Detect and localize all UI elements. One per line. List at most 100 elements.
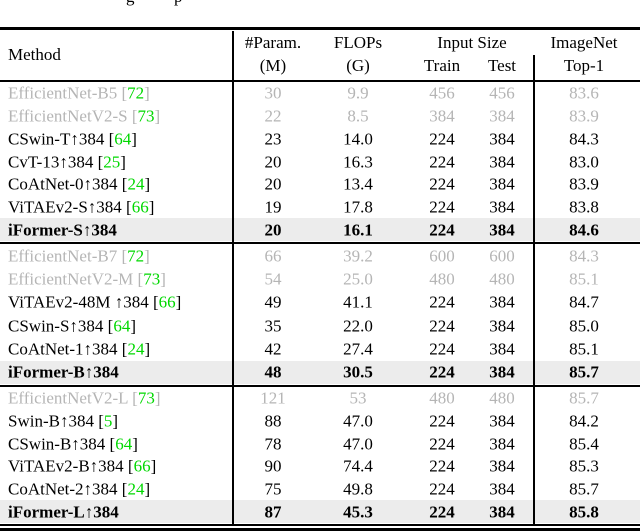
citation-bracket-open: [ — [117, 174, 128, 194]
method-cell: EfficientNetV2-L [73] — [8, 390, 161, 407]
citation-bracket-open: [ — [148, 292, 159, 312]
method-cell: EfficientNet-B5 [72] — [8, 85, 150, 102]
citation-number: 73 — [143, 269, 161, 289]
method-name: EfficientNetV2-L — [8, 388, 128, 408]
test-cell: 384 — [489, 152, 515, 172]
table-row: ViTAEv2-S↑384 [66] 19 17.8 224 384 83.8 — [0, 196, 640, 219]
param-cell: 90 — [264, 456, 282, 476]
table-row: EfficientNet-B7 [72] 66 39.2 600 600 84.3 — [0, 244, 640, 267]
flops-cell: 9.9 — [347, 83, 369, 103]
header-flops: FLOPs — [333, 33, 383, 52]
top1-cell: 84.3 — [569, 129, 599, 149]
table-section: EfficientNet-B7 [72] 66 39.2 600 600 84.3 Effi… — [0, 244, 640, 384]
param-cell: 30 — [264, 83, 282, 103]
method-cell: CoAtNet-2↑384 [24] — [8, 481, 150, 498]
method-name: EfficientNetV2-M — [8, 269, 134, 289]
flops-cell: 45.3 — [343, 502, 373, 522]
table-row: CSwin-T↑384 [64] 23 14.0 224 384 84.3 — [0, 127, 640, 150]
train-cell: 384 — [429, 106, 455, 126]
flops-cell: 30.5 — [343, 362, 373, 382]
method-name: CvT-13↑384 — [8, 152, 94, 172]
table-row: EfficientNetV2-M [73] 54 25.0 480 480 85.1 — [0, 267, 640, 290]
header-param-unit: (M) — [259, 56, 287, 75]
table-row: CoAtNet-2↑384 [24] 75 49.8 224 384 85.7 — [0, 478, 640, 501]
table-row: iFormer-B↑384 48 30.5 224 384 85.7 — [0, 360, 640, 384]
method-name: CSwin-S↑384 — [8, 316, 104, 336]
top1-cell: 84.6 — [569, 220, 599, 240]
method-cell: iFormer-L↑384 — [8, 503, 119, 520]
citation-bracket-close: ] — [144, 339, 151, 359]
citation-bracket-close: ] — [154, 106, 161, 126]
table-rule-section-2 — [0, 384, 640, 387]
test-cell: 384 — [489, 456, 515, 476]
test-cell: 384 — [489, 411, 515, 431]
param-cell: 35 — [264, 316, 282, 336]
top1-cell: 85.4 — [569, 434, 599, 454]
flops-cell: 16.1 — [343, 220, 373, 240]
param-cell: 54 — [264, 269, 282, 289]
param-cell: 48 — [264, 362, 282, 382]
param-cell: 23 — [264, 129, 282, 149]
citation-bracket-close: ] — [131, 129, 137, 149]
method-cell: CSwin-T↑384 [64] — [8, 130, 137, 147]
method-cell: iFormer-S↑384 — [8, 221, 117, 238]
citation-bracket-close: ] — [112, 411, 119, 431]
citation-bracket-open: [ — [117, 339, 128, 359]
method-cell: ViTAEv2-S↑384 [66] — [8, 198, 154, 215]
caption-descender-right: p — [174, 0, 183, 7]
citation-bracket-open: [ — [121, 197, 132, 217]
param-cell: 75 — [264, 479, 282, 499]
method-cell: EfficientNetV2-S [73] — [8, 108, 160, 125]
citation-bracket-open: [ — [93, 411, 104, 431]
param-cell: 22 — [264, 106, 282, 126]
citation-bracket-open: [ — [127, 106, 138, 126]
param-cell: 87 — [264, 502, 282, 522]
train-cell: 224 — [429, 411, 455, 431]
test-cell: 384 — [489, 106, 515, 126]
table-row: CoAtNet-1↑384 [24] 42 27.4 224 384 85.1 — [0, 337, 640, 360]
citation-bracket-close: ] — [144, 479, 151, 499]
column-divider-top1 — [533, 55, 535, 524]
method-name: CoAtNet-1↑384 — [8, 339, 118, 359]
top1-cell: 85.7 — [569, 388, 599, 408]
param-cell: 42 — [264, 339, 282, 359]
citation-bracket-close: ] — [144, 174, 151, 194]
top1-cell: 83.6 — [569, 83, 599, 103]
flops-cell: 74.4 — [343, 456, 373, 476]
header-param: #Param. — [244, 33, 302, 52]
citation-bracket-open: [ — [127, 388, 138, 408]
top1-cell: 84.3 — [569, 246, 599, 266]
method-cell: ViTAEv2-B↑384 [66] — [8, 458, 156, 475]
train-cell: 224 — [429, 152, 455, 172]
citation-bracket-open: [ — [93, 152, 104, 172]
method-name: ViTAEv2-48M ↑384 — [8, 292, 149, 312]
train-cell: 224 — [429, 456, 455, 476]
method-cell: EfficientNetV2-M [73] — [8, 270, 166, 287]
table-row: ViTAEv2-48M ↑384 [66] 49 41.1 224 384 84.7 — [0, 291, 640, 314]
top1-cell: 83.0 — [569, 152, 599, 172]
train-cell: 224 — [429, 339, 455, 359]
test-cell: 384 — [489, 362, 515, 382]
method-name: EfficientNet-B5 — [8, 83, 118, 103]
test-cell: 384 — [489, 174, 515, 194]
table-row: Swin-B↑384 [5] 88 47.0 224 384 84.2 — [0, 410, 640, 433]
method-name: Swin-B↑384 — [8, 411, 94, 431]
top1-cell: 85.7 — [569, 479, 599, 499]
method-cell: ViTAEv2-48M ↑384 [66] — [8, 294, 181, 311]
table-row: CSwin-S↑384 [64] 35 22.0 224 384 85.0 — [0, 314, 640, 337]
table-section: EfficientNet-B5 [72] 30 9.9 456 456 83.6 Effic… — [0, 82, 640, 242]
header-train: Train — [423, 56, 461, 75]
method-name: ViTAEv2-S↑384 — [8, 197, 122, 217]
method-cell: CoAtNet-1↑384 [24] — [8, 340, 150, 357]
param-cell: 20 — [264, 220, 282, 240]
flops-cell: 49.8 — [343, 479, 373, 499]
method-cell: CvT-13↑384 [25] — [8, 153, 126, 170]
test-cell: 480 — [489, 269, 515, 289]
flops-cell: 39.2 — [343, 246, 373, 266]
citation-number: 24 — [127, 479, 145, 499]
flops-cell: 17.8 — [343, 197, 373, 217]
citation-bracket-close: ] — [144, 246, 150, 266]
citation-number: 66 — [158, 292, 176, 312]
method-name: EfficientNetV2-S — [8, 106, 128, 126]
